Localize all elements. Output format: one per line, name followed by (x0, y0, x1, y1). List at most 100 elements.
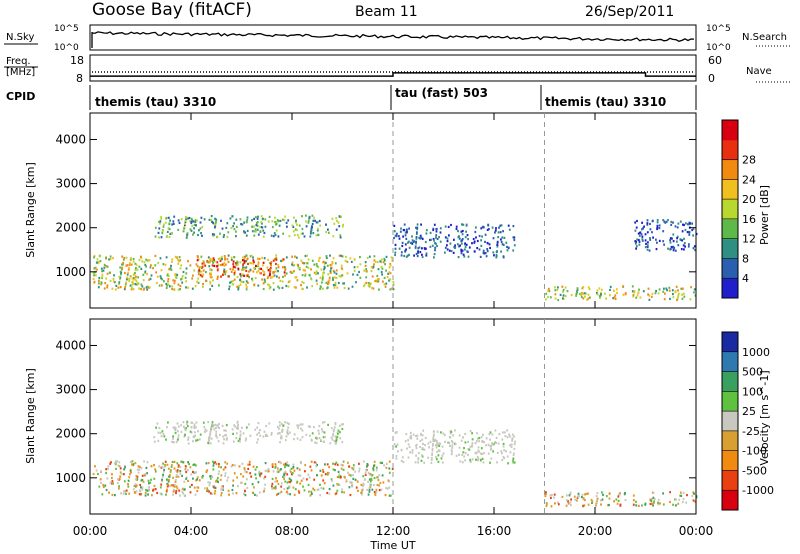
range-gate-cell (315, 441, 318, 445)
range-gate-cell (415, 447, 418, 450)
range-gate-cell (132, 257, 135, 261)
range-gate-cell (506, 245, 508, 248)
range-gate-cell (583, 504, 586, 507)
range-gate-cell (413, 254, 415, 257)
range-gate-cell (99, 470, 102, 473)
range-gate-cell (149, 266, 152, 269)
range-gate-cell (213, 260, 216, 263)
range-gate-cell (545, 292, 548, 295)
range-gate-cell (437, 454, 440, 457)
range-gate-cell (284, 215, 286, 218)
range-gate-cell (237, 286, 240, 289)
range-gate-cell (327, 231, 330, 234)
range-gate-cell (112, 277, 115, 280)
range-gate-cell (646, 219, 649, 222)
range-gate-cell (137, 471, 140, 474)
range-gate-cell (122, 263, 124, 266)
range-gate-cell (368, 283, 371, 287)
range-gate-cell (341, 225, 344, 228)
colorbar-swatch (722, 332, 738, 353)
range-gate-cell (557, 503, 560, 506)
range-gate-cell (448, 234, 450, 237)
range-gate-cell (255, 221, 258, 225)
range-gate-cell (186, 232, 189, 235)
range-gate-cell (503, 449, 506, 452)
range-gate-cell (259, 230, 262, 233)
range-gate-cell (654, 292, 657, 295)
range-gate-cell (311, 225, 313, 228)
range-gate-cell (583, 498, 586, 502)
range-gate-cell (237, 427, 239, 430)
colorbar-swatch (722, 159, 738, 180)
range-gate-cell (316, 282, 318, 285)
range-gate-cell (239, 440, 241, 443)
range-gate-cell (634, 240, 637, 243)
range-gate-cell (326, 264, 329, 267)
range-gate-cell (384, 285, 387, 288)
range-gate-cell (389, 278, 392, 281)
range-gate-cell (128, 476, 131, 479)
range-gate-cell (276, 425, 279, 428)
range-gate-cell (98, 276, 101, 280)
range-gate-cell (284, 268, 287, 272)
range-gate-cell (109, 481, 112, 484)
range-gate-cell (255, 477, 257, 480)
range-gate-cell (404, 243, 407, 246)
range-gate-cell (502, 442, 505, 445)
range-gate-cell (148, 259, 151, 262)
range-gate-cell (245, 283, 247, 286)
range-gate-cell (477, 459, 479, 462)
range-gate-cell (179, 465, 182, 469)
range-gate-cell (639, 231, 641, 235)
range-gate-cell (178, 256, 181, 259)
range-gate-cell (348, 486, 351, 489)
range-gate-cell (310, 232, 312, 235)
range-gate-cell (217, 425, 219, 428)
range-gate-cell (641, 228, 643, 231)
range-gate-cell (326, 287, 328, 290)
range-gate-cell (106, 272, 109, 275)
range-gate-cell (233, 464, 236, 467)
range-gate-cell (274, 270, 277, 273)
range-gate-cell (452, 434, 454, 437)
range-gate-cell (334, 284, 337, 287)
range-gate-cell (221, 258, 223, 261)
range-gate-cell (129, 284, 132, 287)
range-gate-cell (501, 438, 504, 441)
range-gate-cell (500, 224, 503, 227)
range-gate-cell (467, 255, 470, 258)
colorbar-tick-label: -100 (742, 445, 767, 458)
range-gate-cell (608, 503, 610, 507)
range-gate-cell (340, 463, 343, 466)
range-gate-cell (576, 290, 578, 293)
range-gate-cell (659, 502, 661, 505)
range-gate-cell (179, 267, 182, 270)
range-gate-cell (677, 502, 680, 505)
range-gate-cell (316, 437, 319, 440)
range-gate-cell (680, 494, 683, 497)
range-gate-cell (635, 296, 638, 299)
range-gate-cell (340, 267, 343, 270)
range-gate-cell (187, 442, 190, 445)
range-gate-cell (673, 247, 676, 250)
range-gate-cell (293, 493, 296, 496)
range-gate-cell (328, 279, 331, 282)
range-gate-cell (341, 491, 343, 494)
range-gate-cell (149, 481, 152, 484)
range-gate-cell (513, 244, 516, 247)
range-gate-cell (293, 264, 296, 267)
range-gate-cell (416, 255, 419, 258)
range-gate-cell (420, 236, 423, 239)
range-gate-cell (141, 285, 144, 288)
range-gate-cell (407, 439, 409, 442)
range-gate-cell (278, 469, 281, 472)
range-gate-cell (172, 490, 175, 493)
range-gate-cell (277, 492, 279, 495)
range-gate-cell (252, 465, 255, 468)
range-gate-cell (451, 446, 454, 449)
range-gate-cell (172, 484, 174, 487)
range-gate-cell (435, 242, 437, 245)
range-gate-cell (277, 220, 280, 223)
range-gate-cell (95, 261, 98, 264)
range-gate-cell (407, 241, 409, 244)
